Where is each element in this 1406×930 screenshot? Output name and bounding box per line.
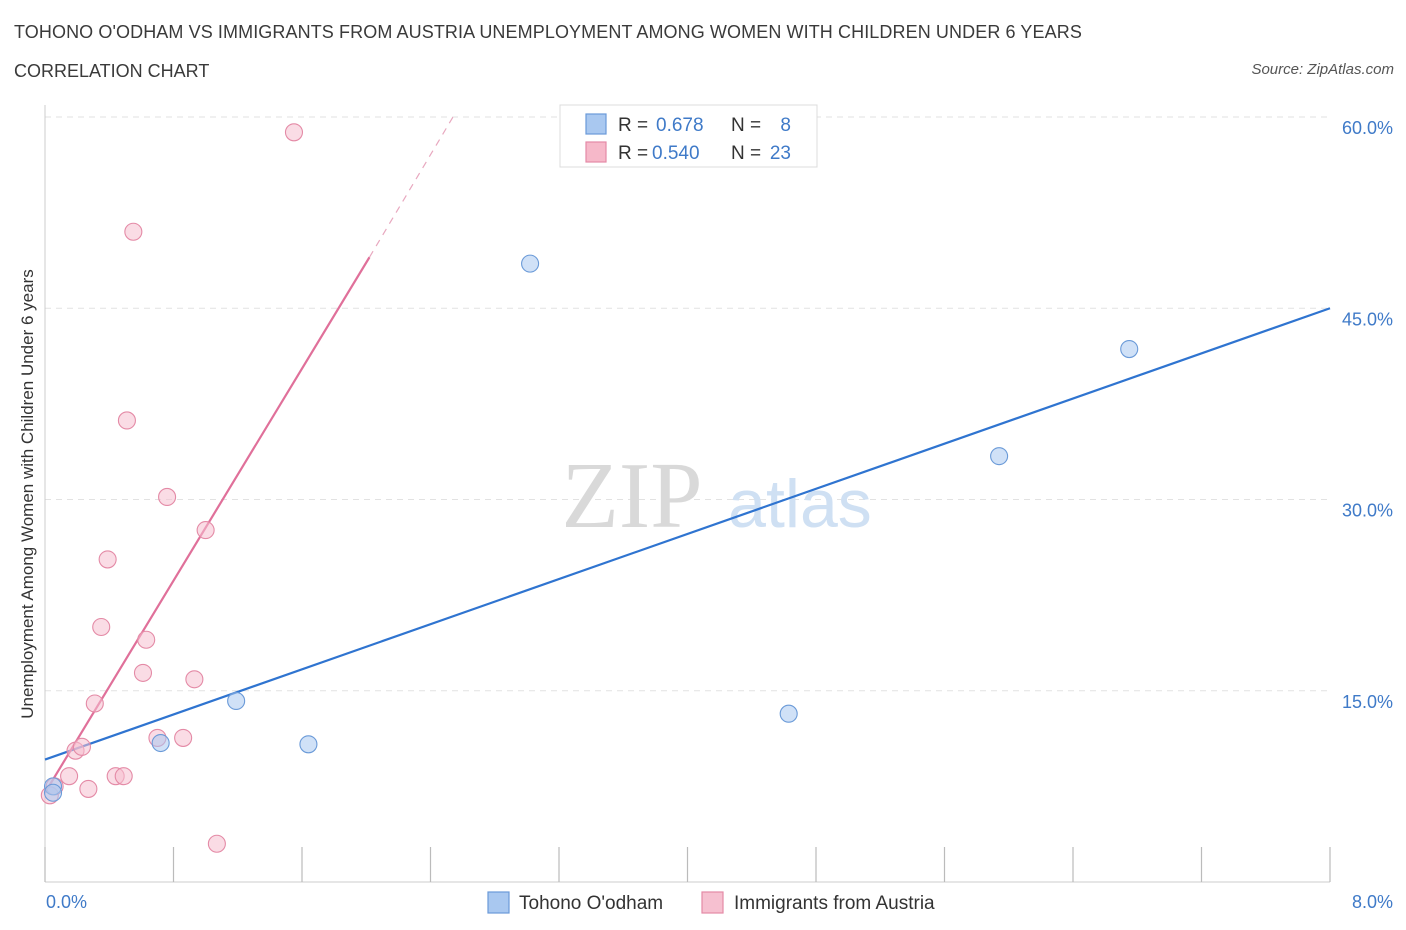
y-tick-label: 30.0% xyxy=(1342,501,1393,521)
y-tick-label: 45.0% xyxy=(1342,309,1393,329)
legend-r-label-blue: R = xyxy=(618,115,648,136)
legend-r-value-pink: 0.540 xyxy=(652,143,700,164)
point-tohono xyxy=(779,704,798,723)
point-austria xyxy=(92,617,111,637)
source-note: Source: ZipAtlas.com xyxy=(1251,61,1394,78)
point-austria xyxy=(196,521,215,540)
y-tick-label: 15.0% xyxy=(1342,692,1393,712)
point-austria xyxy=(114,767,133,786)
chart-title: TOHONO O'ODHAM VS IMMIGRANTS FROM AUSTRI… xyxy=(14,22,1082,42)
y-tick-label: 60.0% xyxy=(1342,118,1393,138)
point-austria xyxy=(133,663,153,682)
legend-r-value-blue: 0.678 xyxy=(656,115,704,136)
point-austria xyxy=(174,728,193,747)
legend-n-value-blue: 8 xyxy=(780,115,791,136)
watermark: ZIP atlas xyxy=(562,444,872,548)
y-axis-label: Unemployment Among Women with Children U… xyxy=(18,269,37,718)
series-legend-swatch-pink xyxy=(701,891,724,914)
point-austria xyxy=(284,123,304,142)
point-austria xyxy=(185,670,204,689)
point-tohono xyxy=(521,254,540,273)
point-tohono xyxy=(43,783,63,802)
point-tohono xyxy=(990,447,1009,466)
point-austria xyxy=(98,550,117,569)
data-points xyxy=(40,123,1139,853)
trend-line-blue xyxy=(44,307,1331,761)
point-tohono xyxy=(299,735,318,754)
point-tohono xyxy=(227,691,246,711)
series-legend-label-blue: Tohono O'odham xyxy=(519,893,663,914)
series-legend-label-pink: Immigrants from Austria xyxy=(734,893,935,914)
watermark-zip: ZIP xyxy=(562,444,703,548)
point-austria xyxy=(72,737,91,756)
series-legend-swatch-blue xyxy=(487,891,510,914)
x-tick-label: 8.0% xyxy=(1352,892,1393,912)
legend-n-label-blue: N = xyxy=(731,115,761,136)
point-austria xyxy=(60,767,79,786)
chart-subtitle: CORRELATION CHART xyxy=(14,61,210,81)
point-tohono xyxy=(151,733,170,753)
x-tick-label: 0.0% xyxy=(46,892,87,912)
legend-swatch-blue xyxy=(585,113,607,135)
axes xyxy=(44,105,1331,883)
point-tohono xyxy=(1120,339,1139,359)
legend-swatch-pink xyxy=(585,141,607,163)
point-austria xyxy=(124,222,143,241)
point-austria xyxy=(117,411,136,430)
series-legend: Tohono O'odham Immigrants from Austria xyxy=(487,891,935,914)
point-austria xyxy=(158,487,177,507)
legend-n-label-pink: N = xyxy=(731,143,761,164)
trend-line-pink-extension xyxy=(368,116,454,258)
point-austria xyxy=(137,630,156,649)
legend-n-value-pink: 23 xyxy=(770,143,791,164)
grid-lines xyxy=(45,116,1330,692)
y-tick-labels: 15.0% 30.0% 45.0% 60.0% xyxy=(1342,118,1393,712)
legend: R = 0.678 N = 8 R = 0.540 N = 23 xyxy=(559,104,818,168)
point-austria xyxy=(85,694,104,713)
x-tick-labels: 0.0% 8.0% xyxy=(46,892,1393,912)
legend-r-label-pink: R = xyxy=(618,143,648,164)
point-austria xyxy=(79,779,98,798)
point-austria xyxy=(207,834,226,853)
